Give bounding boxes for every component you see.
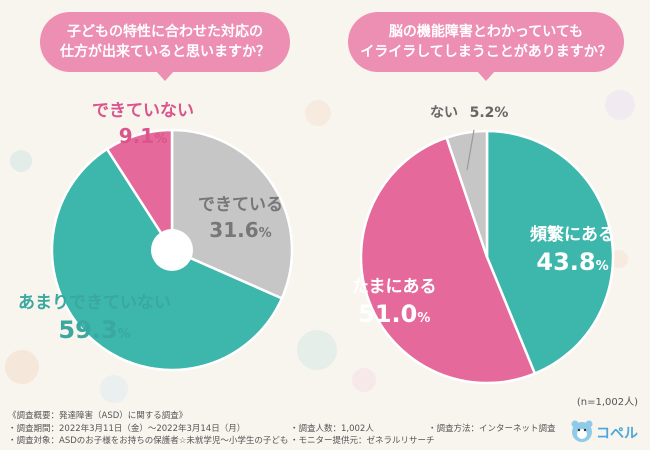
slice-percent: 51.0% [358, 300, 431, 328]
footer-provider: ・モニター提供元：ゼネラルリサーチ [290, 436, 435, 446]
pie-slice [105, 128, 174, 255]
footer-count: ・調査人数：1,002人 [290, 423, 374, 434]
background-dot [10, 150, 32, 172]
background-dot [100, 375, 128, 403]
pie-slice [444, 129, 489, 258]
slice-label-tamani: たまにある 51.0% [352, 272, 437, 328]
survey-footer: 《調査概要：発達障害（ASD）に関する調査》 ・調査期間：2022年3月11日（… [8, 410, 556, 448]
background-dot [605, 90, 635, 120]
footer-method: ・調査方法：インターネット調査 [428, 423, 556, 434]
sample-size-note: (n=1,002人) [576, 397, 638, 408]
slice-label-hinpan: 頻繁にある 43.8% [530, 220, 615, 276]
pie-slice [359, 136, 537, 385]
background-dot [297, 330, 337, 370]
footer-period: ・調査期間：2022年3月11日（金）〜2022年3月14日（月） [8, 423, 246, 434]
slice-percent: 5.2% [469, 105, 509, 121]
slice-percent: 59.3% [58, 316, 131, 344]
slice-percent: 43.8% [536, 248, 609, 276]
slice-label-text: できている [198, 195, 283, 215]
background-dot [5, 350, 39, 384]
question-bubble-right: 脳の機能障害とわかっていても イライラしてしまうことがありますか？ [348, 12, 624, 81]
slice-percent: 31.6% [209, 218, 272, 242]
slice-percent: 9.1% [118, 124, 168, 148]
background-dot [610, 250, 628, 268]
slice-label-text: できていない [92, 101, 194, 121]
question-text-left: 子どもの特性に合わせた対応の 仕方が出来ていると思いますか？ [60, 24, 270, 60]
background-dot [305, 100, 331, 126]
question-bubble-left: 子どもの特性に合わせた対応の 仕方が出来ていると思いますか？ [40, 12, 290, 81]
pie-slice [485, 129, 615, 376]
bubble-tail [477, 71, 495, 81]
pie-center-hole [151, 229, 193, 271]
slice-label-text: あまりできていない [18, 293, 171, 313]
slice-label-text: たまにある [352, 277, 437, 297]
slice-label-amari: あまりできていない 59.3% [18, 288, 171, 344]
leader-line [466, 129, 475, 171]
background-dot [352, 368, 376, 392]
slice-label-dekiteiru: できている 31.6% [198, 190, 283, 242]
slice-label-dekiteinai: できていない 9.1% [92, 96, 194, 148]
bubble-tail [156, 71, 174, 81]
slice-label-text: 頻繁にある [530, 225, 615, 245]
footer-target: ・調査対象：ASDのお子様をお持ちの保護者☆未就学児〜小学生の子ども [8, 436, 289, 446]
copel-logo: コペル [571, 420, 638, 442]
slice-label-text: ない [430, 105, 458, 121]
question-text-right: 脳の機能障害とわかっていても イライラしてしまうことがありますか？ [360, 24, 612, 60]
logo-text: コペル [596, 426, 638, 442]
footer-title: 《調査概要：発達障害（ASD）に関する調査》 [8, 411, 188, 421]
pie-slice [170, 128, 294, 300]
slice-label-nai: ない 5.2% [430, 102, 508, 122]
